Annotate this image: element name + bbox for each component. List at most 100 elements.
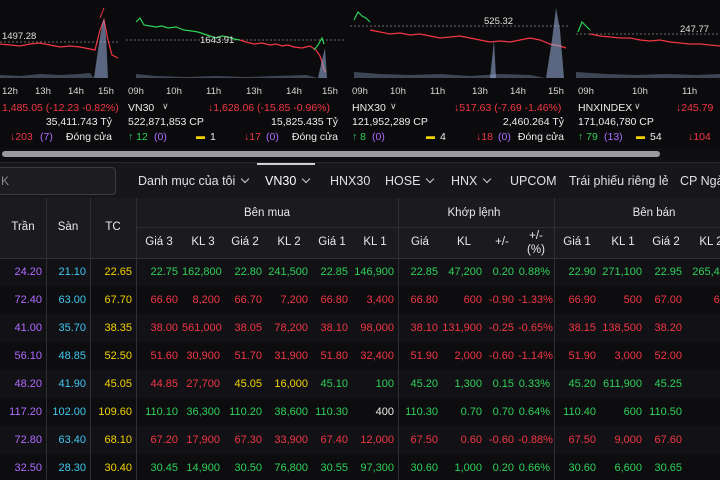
cell-g2: 45.05 [234,378,262,390]
time-tick: 11h [682,86,698,97]
col-header-buy-price3[interactable]: Giá 3 [145,236,173,248]
cell-pct: -0.88% [518,434,553,446]
tab-hnx30[interactable]: HNX30 [330,163,370,199]
cell-san: 48.85 [58,350,86,362]
table-row[interactable]: 41.00 35.70 38.35 38.00 561,000 38.05 78,200 38… [0,314,720,342]
cell-tran: 48.20 [14,378,42,390]
cell-san: 21.10 [58,266,86,278]
ceiling-count: (0) [154,131,167,143]
cards-scrollbar[interactable] [0,150,720,158]
cell-pct: -1.33% [518,294,553,306]
table-row[interactable]: 32.50 28.30 30.40 30.45 14,900 30.50 76,800 30.… [0,454,720,480]
col-header-tran[interactable]: Trần [11,221,35,233]
time-axis: 09h 10h 11h 13h 14h 15h [350,86,570,100]
index-card-vn30[interactable]: 1643.91 09h 10h 11h 13h 14h 15h VN30 ∨ ↓… [126,0,344,148]
col-header-buy-price2[interactable]: Giá 2 [231,236,259,248]
col-header-sell-price2[interactable]: Giá 2 [652,236,680,248]
cell-sg1: 66.90 [568,294,596,306]
floor-count: (0) [498,131,511,143]
col-header-sell-vol2[interactable]: KL 2 [699,236,720,248]
cell-skl1: 138,500 [602,322,642,334]
unchanged-count: 54 [650,131,662,143]
ceiling-count: (13) [604,131,623,143]
cell-sg2: 110.50 [649,406,682,418]
cell-tran: 117.20 [9,406,42,418]
advancers-count: ↑ 8 [352,131,367,143]
cell-kl3: 561,000 [182,322,222,334]
cell-skl1: 600 [623,406,642,418]
peak-value-label: 1643.91 [200,35,235,46]
cell-kl2: 76,800 [274,462,308,474]
cell-kl: 2,000 [454,350,482,362]
chevron-down-icon[interactable]: ∨ [390,101,397,111]
cell-kl1: 12,000 [360,434,394,446]
tab-label: Trái phiếu riêng lẻ [569,174,669,188]
cell-g2: 38.05 [234,322,262,334]
col-header-change-pct[interactable]: +/- (%) [527,230,545,256]
cell-tran: 24.20 [14,266,42,278]
cell-skl1: 271,100 [602,266,642,278]
col-header-san[interactable]: Sàn [57,221,79,233]
cell-skl2 [686,426,720,454]
tab-label: Danh mục của tôi [138,174,236,188]
col-header-buy-vol1[interactable]: KL 1 [363,236,387,248]
table-row[interactable]: 24.20 21.10 22.65 22.75 162,800 22.80 241,500 2… [0,258,720,286]
tab-cp-nganh[interactable]: CP Ngà [680,163,720,199]
chevron-down-icon [483,174,492,184]
tab-upcom[interactable]: UPCOM [510,163,557,199]
cell-sg2: 45.25 [654,378,682,390]
col-header-buy-vol2[interactable]: KL 2 [277,236,301,248]
table-row[interactable]: 48.20 41.90 45.05 44.85 27,700 45.05 16,000 45.… [0,370,720,398]
unchanged-count: 1 [210,131,216,143]
col-header-change[interactable]: +/- [495,236,509,248]
tab-vn30[interactable]: VN30 [256,163,316,199]
table-row[interactable]: 72.80 63.40 68.10 67.20 17,900 67.30 33,900 67.… [0,426,720,454]
cell-chg: -0.90 [488,294,514,306]
cell-sg2: 67.60 [654,434,682,446]
scrollbar-thumb[interactable] [2,151,660,157]
cell-skl1: 500 [623,294,642,306]
cell-g3: 51.60 [150,350,178,362]
chevron-down-icon[interactable]: ∨ [162,101,169,111]
unchanged-icon: ▬ [636,131,645,141]
index-change: ↓1,628.06 (-15.85 -0.96%) [208,102,330,114]
cell-gia: 67.50 [410,434,438,446]
column-divider [398,198,399,480]
tab-label: HOSE [385,174,421,188]
index-card-hnxindex[interactable]: 247.77 09h 10h 11h HNXINDEX ∨ ↓245.79 17… [576,0,720,148]
cell-kl1: 3,400 [366,294,394,306]
cell-kl2: 38,600 [274,406,308,418]
decliners-count: ↓104 [688,131,711,143]
cell-g3: 67.20 [150,434,178,446]
table-row[interactable]: 117.20 102.00 109.60 110.10 36,300 110.20 38,6… [0,398,720,426]
tab-hnx[interactable]: HNX [451,163,492,199]
cell-chg: 0.70 [492,406,514,418]
price-board-table: Bên mua Khớp lệnh Bên bán Trần Sàn TC Gi… [0,198,720,480]
index-value: 15,825.435 Tỷ [271,116,338,128]
col-header-tc[interactable]: TC [105,221,121,233]
chevron-down-icon[interactable]: ∨ [634,101,641,111]
col-header-sell-price1[interactable]: Giá 1 [563,236,591,248]
time-tick: 13h [246,86,262,97]
tab-watchlist[interactable]: Danh mục của tôi [138,163,250,199]
cell-tc: 109.60 [98,406,132,418]
index-card-vnindex[interactable]: 1497.28 12h 13h 14h 15h 1,485.05 (-12.23… [0,0,118,148]
cell-kl1: 400 [375,406,394,418]
tab-hose[interactable]: HOSE [385,163,435,199]
index-card-hnx30[interactable]: 525.32 09h 10h 11h 13h 14h 15h HNX30 ∨ ↓… [350,0,570,148]
col-header-match-vol[interactable]: KL [456,236,472,248]
session-status: Đóng cửa [517,131,564,143]
col-header-buy-price1[interactable]: Giá 1 [318,236,346,248]
col-header-buy-vol3[interactable]: KL 3 [191,236,215,248]
col-header-sell-vol1[interactable]: KL 1 [611,236,635,248]
table-row[interactable]: 56.10 48.85 52.50 51.60 30,900 51.70 31,900 51.… [0,342,720,370]
time-axis: 12h 13h 14h 15h [0,86,118,100]
table-row[interactable]: 72.40 63.00 67.70 66.60 8,200 66.70 7,200 66.80… [0,286,720,314]
symbol-search-input[interactable]: K [0,167,116,195]
cell-san: 35.70 [58,322,86,334]
col-header-match-price[interactable]: Giá [411,236,429,248]
cell-san: 63.40 [58,434,86,446]
tab-private-bonds[interactable]: Trái phiếu riêng lẻ [569,163,669,199]
time-tick: 11h [206,86,222,97]
time-tick: 13h [35,86,51,97]
